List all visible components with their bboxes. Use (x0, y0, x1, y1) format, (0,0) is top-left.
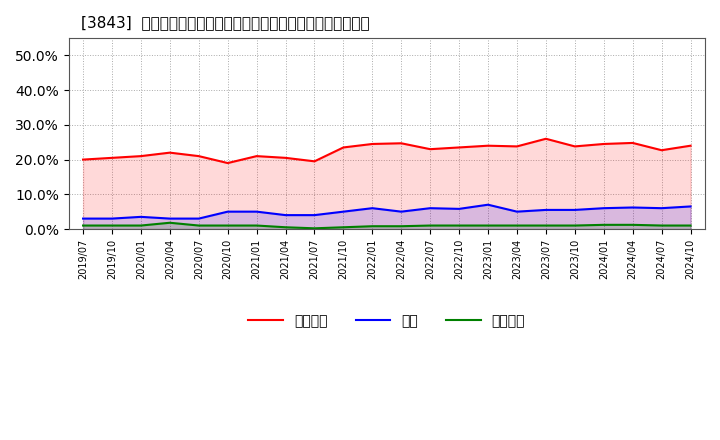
在庫 (368, 205, 377, 211)
売上債権 (137, 154, 145, 159)
売上債権 (484, 143, 492, 148)
買入債務 (339, 225, 348, 230)
買入債務 (600, 222, 608, 227)
売上債権 (397, 141, 405, 146)
Line: 買入債務: 買入債務 (83, 223, 690, 228)
在庫 (657, 205, 666, 211)
売上債権 (339, 145, 348, 150)
買入債務 (108, 223, 117, 228)
在庫 (397, 209, 405, 214)
買入債務 (686, 223, 695, 228)
売上債権 (426, 147, 434, 152)
在庫 (600, 205, 608, 211)
在庫 (484, 202, 492, 207)
在庫 (339, 209, 348, 214)
売上債権 (282, 155, 290, 161)
買入債務 (541, 223, 550, 228)
Text: [3843]  売上債権、在庫、買入債務の総資産に対する比率の推移: [3843] 売上債権、在庫、買入債務の総資産に対する比率の推移 (81, 15, 370, 30)
売上債権 (600, 141, 608, 147)
在庫 (223, 209, 232, 214)
買入債務 (252, 223, 261, 228)
売上債権 (252, 154, 261, 159)
在庫 (282, 213, 290, 218)
在庫 (78, 216, 87, 221)
買入債務 (368, 224, 377, 229)
売上債権 (455, 145, 464, 150)
買入債務 (426, 223, 434, 228)
在庫 (166, 216, 174, 221)
在庫 (686, 204, 695, 209)
在庫 (194, 216, 203, 221)
買入債務 (137, 223, 145, 228)
売上債権 (513, 144, 521, 149)
在庫 (426, 205, 434, 211)
Line: 売上債権: 売上債権 (83, 139, 690, 163)
在庫 (310, 213, 319, 218)
買入債務 (657, 223, 666, 228)
在庫 (629, 205, 637, 210)
買入債務 (455, 223, 464, 228)
売上債権 (629, 140, 637, 146)
在庫 (252, 209, 261, 214)
売上債権 (166, 150, 174, 155)
売上債権 (78, 157, 87, 162)
買入債務 (513, 223, 521, 228)
売上債権 (686, 143, 695, 148)
売上債権 (570, 144, 579, 149)
売上債権 (368, 141, 377, 147)
在庫 (541, 207, 550, 213)
在庫 (108, 216, 117, 221)
買入債務 (78, 223, 87, 228)
売上債権 (194, 154, 203, 159)
在庫 (513, 209, 521, 214)
在庫 (455, 206, 464, 212)
買入債務 (223, 223, 232, 228)
売上債権 (223, 161, 232, 166)
買入債務 (397, 224, 405, 229)
買入債務 (310, 226, 319, 231)
売上債権 (541, 136, 550, 141)
在庫 (570, 207, 579, 213)
買入債務 (166, 220, 174, 225)
買入債務 (629, 222, 637, 227)
買入債務 (484, 223, 492, 228)
Legend: 売上債権, 在庫, 買入債務: 売上債権, 在庫, 買入債務 (243, 308, 531, 334)
在庫 (137, 214, 145, 220)
買入債務 (570, 223, 579, 228)
売上債権 (310, 159, 319, 164)
売上債権 (108, 155, 117, 161)
買入債務 (282, 225, 290, 230)
買入債務 (194, 223, 203, 228)
売上債権 (657, 147, 666, 153)
Line: 在庫: 在庫 (83, 205, 690, 219)
